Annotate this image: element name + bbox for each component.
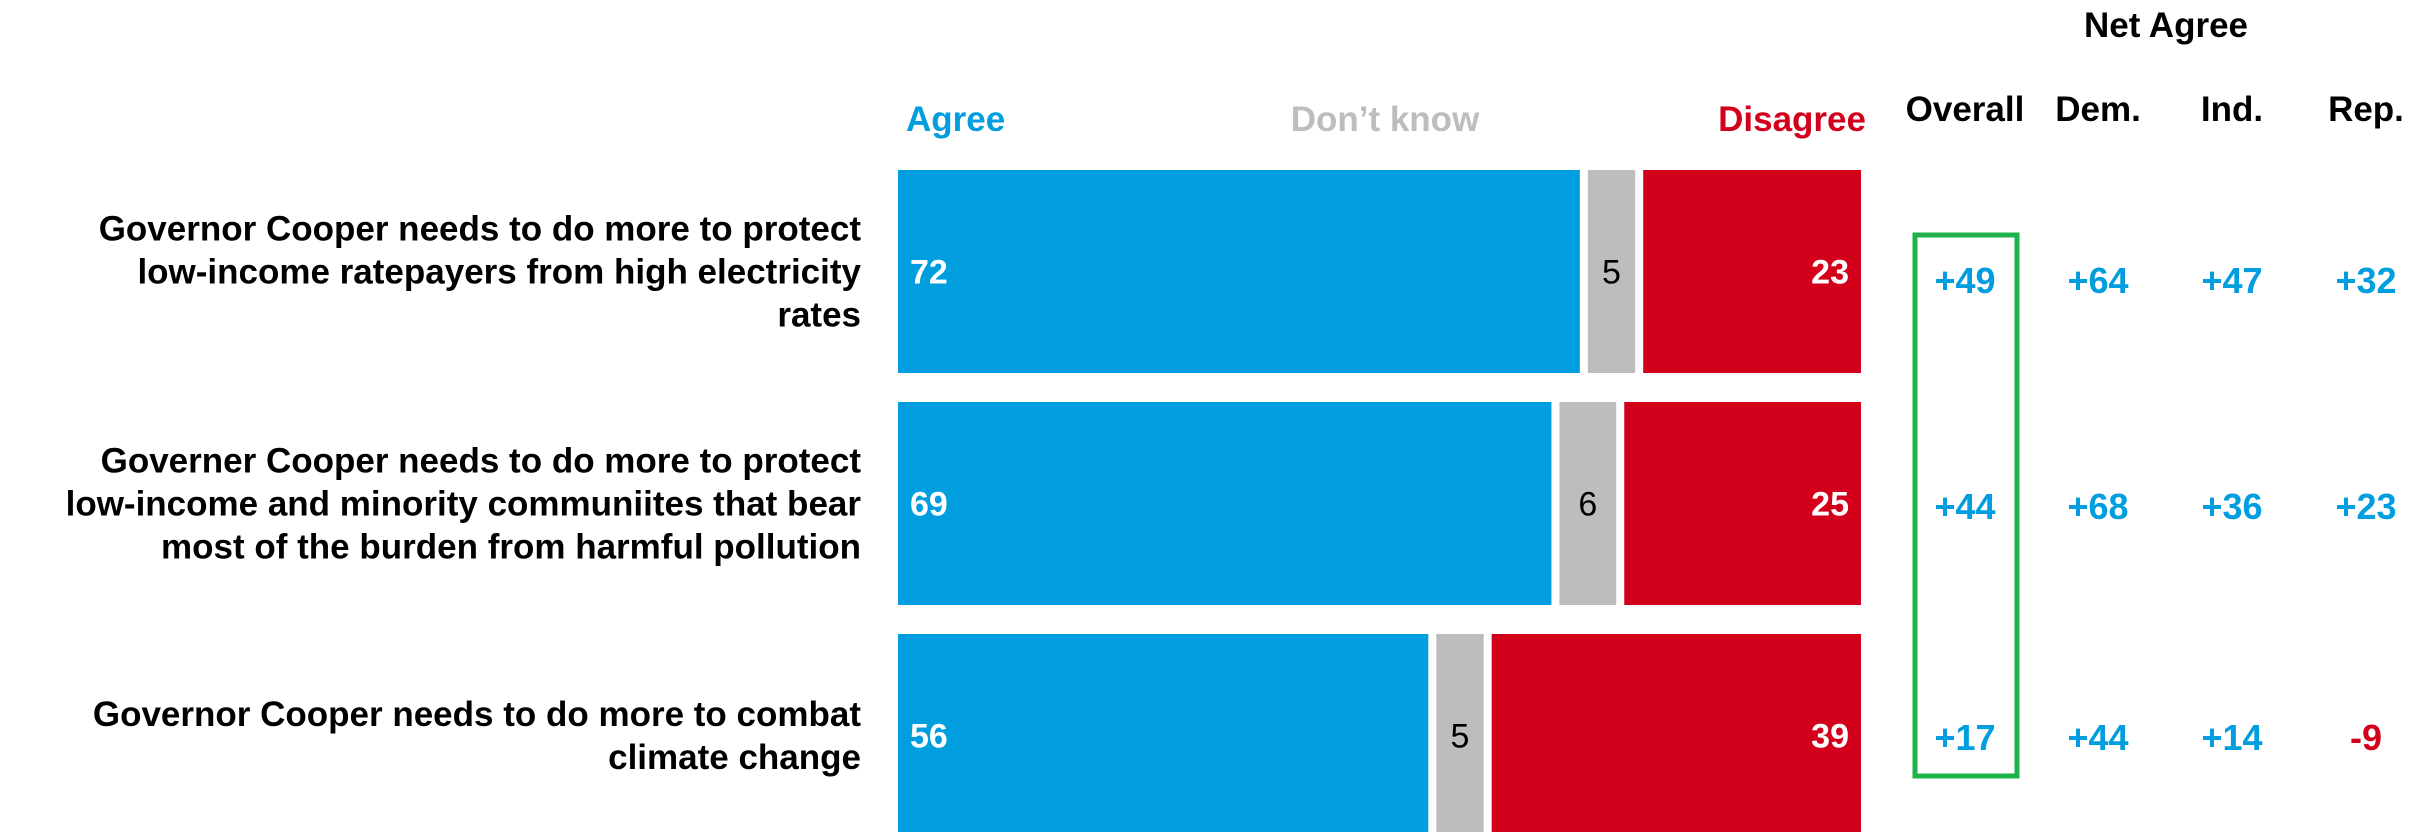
- net-agree-values: +49 +64 +47 +32 +44 +68 +36 +23 +17 +44 +14 -9: [1934, 260, 2396, 758]
- net-value-overall: +49: [1934, 260, 1995, 301]
- net-value-rep: +32: [2335, 260, 2396, 301]
- statement-line: rates: [777, 296, 861, 335]
- statement-line: Governer Cooper needs to do more to prot…: [101, 442, 862, 481]
- bar-dont-know: [1559, 402, 1617, 605]
- statement-line: Governor Cooper needs to do more to prot…: [99, 210, 862, 249]
- net-value-overall: +44: [1934, 486, 1995, 527]
- net-agree-title: Net Agree: [2084, 6, 2248, 45]
- label-disagree: 23: [1811, 254, 1849, 292]
- bar-dont-know: [1436, 634, 1484, 832]
- net-value-ind: +47: [2201, 260, 2262, 301]
- legend-disagree: Disagree: [1718, 100, 1866, 139]
- net-agree-headers: Overall Dem. Ind. Rep.: [1906, 90, 2404, 129]
- label-agree: 69: [910, 486, 948, 524]
- bar-agree: [898, 170, 1580, 373]
- statement-line: Governor Cooper needs to do more to comb…: [93, 695, 861, 734]
- bar-agree: [898, 402, 1552, 605]
- bar-dont-know: [1587, 170, 1636, 373]
- label-disagree: 39: [1811, 718, 1849, 756]
- statement-labels: Governor Cooper needs to do more to prot…: [66, 210, 862, 778]
- legend-agree: Agree: [906, 100, 1005, 139]
- label-disagree: 25: [1811, 486, 1849, 524]
- stacked-bars: 72 5 23 69 6 25 56 5 39: [898, 170, 1861, 832]
- statement-line: low-income ratepayers from high electric…: [137, 253, 861, 292]
- net-header-overall: Overall: [1906, 90, 2025, 129]
- overall-highlight-box: [1912, 232, 2020, 779]
- bar-disagree: [1624, 402, 1861, 605]
- label-dont-know: 5: [1602, 254, 1621, 292]
- label-agree: 56: [910, 718, 948, 756]
- legend: Agree Don’t know Disagree: [906, 100, 1866, 139]
- net-header-ind: Ind.: [2201, 90, 2263, 129]
- label-dont-know: 5: [1451, 718, 1470, 756]
- bar-disagree: [1643, 170, 1861, 373]
- net-value-rep: -9: [2350, 717, 2382, 758]
- statement-line: most of the burden from harmful pollutio…: [161, 528, 861, 567]
- net-value-dem: +68: [2067, 486, 2128, 527]
- statement-line: climate change: [608, 738, 861, 777]
- statement-line: low-income and minority communiites that…: [66, 485, 862, 524]
- net-header-dem: Dem.: [2055, 90, 2141, 129]
- label-dont-know: 6: [1578, 486, 1597, 524]
- net-value-dem: +64: [2067, 260, 2128, 301]
- bar-disagree: [1491, 634, 1861, 832]
- bar-agree: [898, 634, 1429, 832]
- legend-dont-know: Don’t know: [1291, 100, 1480, 139]
- net-value-overall: +17: [1934, 717, 1995, 758]
- net-value-rep: +23: [2335, 486, 2396, 527]
- net-header-rep: Rep.: [2328, 90, 2404, 129]
- label-agree: 72: [910, 254, 948, 292]
- net-value-dem: +44: [2067, 717, 2128, 758]
- net-value-ind: +36: [2201, 486, 2262, 527]
- net-value-ind: +14: [2201, 717, 2262, 758]
